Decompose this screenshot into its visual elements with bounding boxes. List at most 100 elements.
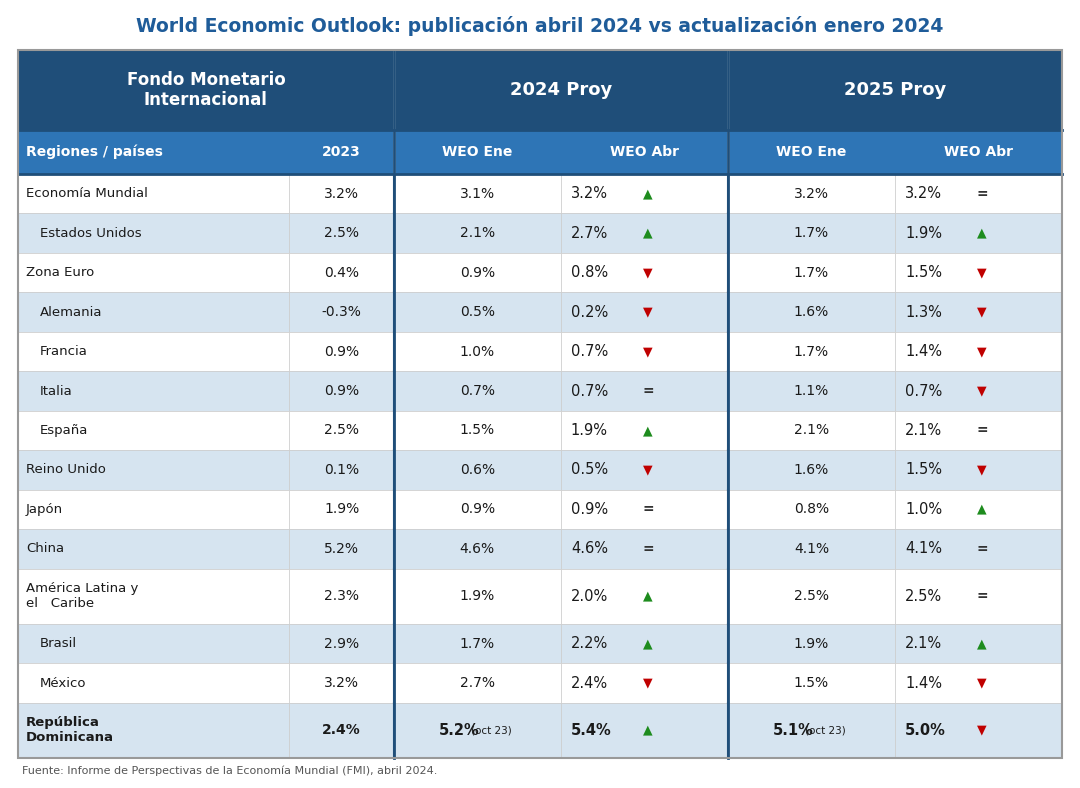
Bar xyxy=(394,292,561,332)
Text: 3.2%: 3.2% xyxy=(794,187,829,201)
Text: Japón: Japón xyxy=(26,503,63,516)
Bar xyxy=(289,411,394,450)
Text: ▼: ▼ xyxy=(977,345,987,358)
Text: Economía Mundial: Economía Mundial xyxy=(26,188,148,200)
Text: República
Dominicana: República Dominicana xyxy=(26,716,114,745)
Bar xyxy=(394,569,561,624)
Bar xyxy=(561,489,728,529)
Text: ▲: ▲ xyxy=(643,227,652,240)
Text: ▼: ▼ xyxy=(977,724,987,737)
Text: World Economic Outlook: publicación abril 2024 vs actualización enero 2024: World Economic Outlook: publicación abri… xyxy=(136,16,944,36)
Bar xyxy=(728,174,895,214)
Text: 2.1%: 2.1% xyxy=(794,423,829,437)
Text: 1.5%: 1.5% xyxy=(794,676,829,690)
Bar xyxy=(895,214,1062,253)
Text: 1.0%: 1.0% xyxy=(460,344,495,359)
Bar xyxy=(289,450,394,489)
Text: 2.4%: 2.4% xyxy=(322,723,361,738)
Text: 0.5%: 0.5% xyxy=(571,463,608,478)
Text: España: España xyxy=(40,424,89,437)
Bar xyxy=(728,529,895,569)
Bar xyxy=(394,174,561,214)
Bar xyxy=(18,130,289,174)
Text: 1.7%: 1.7% xyxy=(794,344,829,359)
Text: 0.8%: 0.8% xyxy=(794,503,829,516)
Text: ▲: ▲ xyxy=(643,637,652,650)
Text: ▲: ▲ xyxy=(977,503,987,516)
Text: 3.2%: 3.2% xyxy=(905,186,942,201)
Text: ▼: ▼ xyxy=(977,266,987,279)
Bar xyxy=(289,703,394,758)
Bar xyxy=(18,703,289,758)
Bar xyxy=(895,450,1062,489)
Bar xyxy=(895,663,1062,703)
Bar xyxy=(18,174,289,214)
Text: 3.2%: 3.2% xyxy=(571,186,608,201)
Bar xyxy=(561,130,728,174)
Text: 2.5%: 2.5% xyxy=(324,226,360,240)
Text: Reino Unido: Reino Unido xyxy=(26,463,106,477)
Text: 5.1%: 5.1% xyxy=(773,723,814,738)
Text: 0.2%: 0.2% xyxy=(571,305,608,320)
Text: -0.3%: -0.3% xyxy=(322,305,362,319)
Bar xyxy=(728,292,895,332)
Bar xyxy=(895,332,1062,371)
Text: =: = xyxy=(977,423,988,437)
Text: 1.7%: 1.7% xyxy=(460,637,495,651)
Text: 0.9%: 0.9% xyxy=(460,266,495,280)
Bar xyxy=(394,529,561,569)
Bar xyxy=(728,703,895,758)
Text: 2.5%: 2.5% xyxy=(794,589,829,604)
Text: =: = xyxy=(643,503,654,516)
Text: 1.1%: 1.1% xyxy=(794,384,829,398)
Bar xyxy=(895,174,1062,214)
Text: Fuente: Informe de Perspectivas de la Economía Mundial (FMI), abril 2024.: Fuente: Informe de Perspectivas de la Ec… xyxy=(22,766,437,776)
Text: 1.9%: 1.9% xyxy=(794,637,829,651)
Text: 0.8%: 0.8% xyxy=(571,265,608,281)
Text: 1.6%: 1.6% xyxy=(794,305,829,319)
Text: =: = xyxy=(643,542,654,556)
Bar xyxy=(728,130,895,174)
Bar xyxy=(18,50,1062,758)
Text: 4.1%: 4.1% xyxy=(905,541,942,556)
Bar xyxy=(394,253,561,292)
Bar xyxy=(895,703,1062,758)
Text: 5.2%: 5.2% xyxy=(438,723,480,738)
Text: 4.6%: 4.6% xyxy=(460,542,495,556)
Bar xyxy=(18,332,289,371)
Text: 0.1%: 0.1% xyxy=(324,463,360,477)
Text: 2.3%: 2.3% xyxy=(324,589,360,604)
Text: 2023: 2023 xyxy=(322,145,361,159)
Text: ▼: ▼ xyxy=(643,266,652,279)
Bar xyxy=(728,371,895,411)
Text: 0.5%: 0.5% xyxy=(460,305,495,319)
Text: ▼: ▼ xyxy=(977,463,987,477)
Text: WEO Ene: WEO Ene xyxy=(777,145,847,159)
Text: ▼: ▼ xyxy=(643,677,652,690)
Text: Estados Unidos: Estados Unidos xyxy=(40,227,141,240)
Text: 2.1%: 2.1% xyxy=(460,226,495,240)
Bar xyxy=(289,292,394,332)
Bar xyxy=(895,489,1062,529)
Bar xyxy=(895,371,1062,411)
Text: WEO Abr: WEO Abr xyxy=(944,145,1013,159)
Text: ▲: ▲ xyxy=(643,188,652,200)
Text: 1.9%: 1.9% xyxy=(905,225,942,240)
Text: Alemania: Alemania xyxy=(40,306,103,318)
Bar xyxy=(561,703,728,758)
Text: 0.7%: 0.7% xyxy=(460,384,495,398)
Bar xyxy=(18,411,289,450)
Bar xyxy=(728,450,895,489)
Bar xyxy=(561,174,728,214)
Bar xyxy=(561,624,728,663)
Text: Francia: Francia xyxy=(40,345,87,358)
Text: 1.9%: 1.9% xyxy=(324,503,360,516)
Bar xyxy=(895,624,1062,663)
Bar xyxy=(561,253,728,292)
Bar xyxy=(895,529,1062,569)
Bar xyxy=(895,292,1062,332)
Text: =: = xyxy=(977,589,988,604)
Text: México: México xyxy=(40,677,86,690)
Text: 5.4%: 5.4% xyxy=(571,723,611,738)
Text: Zona Euro: Zona Euro xyxy=(26,266,94,279)
